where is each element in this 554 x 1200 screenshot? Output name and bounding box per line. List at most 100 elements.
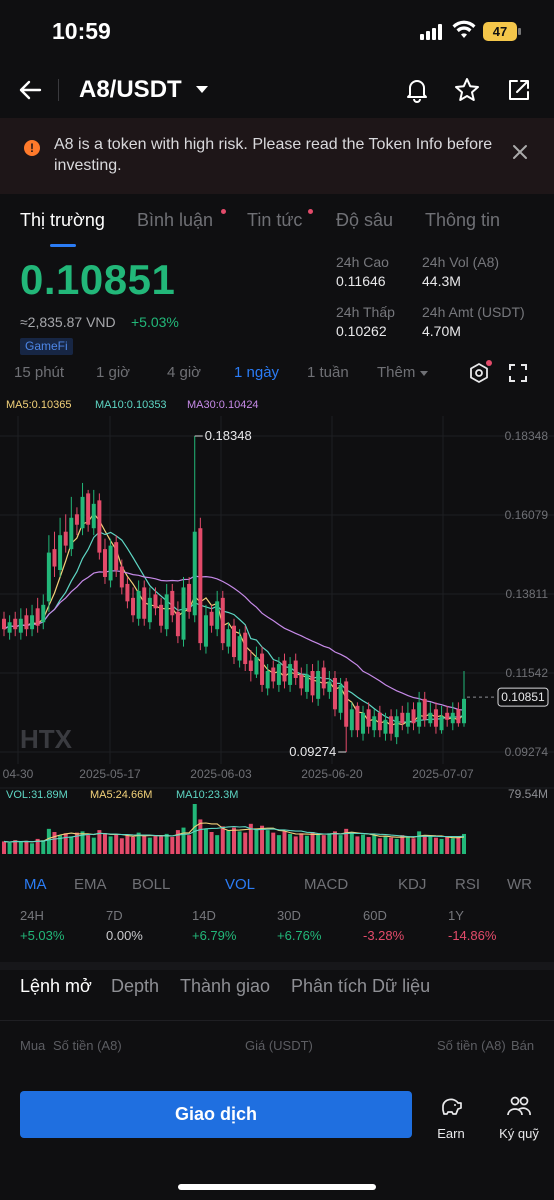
candle [377, 712, 382, 731]
ma10-legend: MA10:0.10353 [95, 399, 167, 411]
volume-bar [428, 836, 433, 854]
tab-comments[interactable]: Bình luận [137, 210, 214, 230]
volume-bar [288, 833, 293, 854]
candle [332, 677, 337, 710]
candle [445, 712, 450, 720]
candle [125, 583, 130, 602]
candle [7, 622, 12, 633]
chevron-down-icon[interactable] [420, 371, 428, 376]
volume-bar [74, 832, 79, 854]
indicator-rsi[interactable]: RSI [455, 876, 481, 893]
settings-icon[interactable] [468, 362, 490, 384]
fullscreen-icon[interactable] [508, 363, 528, 383]
col-amount-left: Số tiền (A8) [53, 1038, 122, 1053]
close-icon[interactable] [510, 142, 530, 162]
interval-15m[interactable]: 15 phút [14, 364, 65, 381]
candle [35, 608, 40, 626]
col-buy: Mua [20, 1038, 46, 1053]
ma10-line [3, 531, 465, 723]
home-indicator [178, 1184, 376, 1190]
notification-dot [486, 360, 492, 366]
y-tick-label: 0.18348 [505, 429, 549, 443]
volume-bar [119, 838, 124, 854]
earn-button[interactable]: Earn [429, 1094, 473, 1141]
candle [142, 587, 147, 619]
indicator-macd[interactable]: MACD [304, 876, 349, 893]
tab-depth-book[interactable]: Depth [111, 976, 160, 996]
candle [18, 618, 23, 633]
candle [338, 684, 343, 713]
status-bar: 10:59 47 [0, 0, 554, 62]
active-tab-indicator [50, 244, 76, 247]
candle [220, 597, 225, 644]
candle [433, 709, 438, 727]
candle [63, 531, 68, 546]
tab-trades[interactable]: Thành giao [180, 976, 271, 996]
candle [108, 545, 113, 581]
tab-market[interactable]: Thị trường [20, 210, 105, 230]
candle [355, 705, 360, 731]
interval-4h[interactable]: 4 giờ [167, 364, 202, 381]
vol-legend: VOL:31.89M [6, 789, 68, 801]
low-price-label: 0.09274 [289, 744, 336, 759]
indicator-vol[interactable]: VOL [225, 876, 256, 893]
volume-bar [450, 838, 455, 854]
stat-value-24h-low: 0.10262 [336, 323, 387, 339]
tab-news[interactable]: Tin tức [247, 210, 303, 230]
candle [389, 716, 394, 734]
perf-value: -14.86% [448, 928, 497, 943]
volume-bar [260, 825, 265, 854]
trade-button[interactable]: Giao dịch [20, 1091, 412, 1138]
candle [136, 590, 141, 619]
indicator-ema[interactable]: EMA [74, 876, 107, 893]
indicator-wr[interactable]: WR [507, 876, 532, 893]
candle [203, 615, 208, 647]
interval-more[interactable]: Thêm [377, 364, 416, 381]
tab-depth[interactable]: Độ sâu [336, 210, 394, 230]
back-arrow-icon[interactable] [16, 76, 44, 104]
copy-trading-button[interactable]: Ký quỹ [497, 1094, 541, 1141]
stat-value-24h-high: 0.11646 [336, 273, 386, 289]
candle [74, 514, 79, 525]
candle [170, 590, 175, 616]
risk-warning-banner: ! A8 is a token with high risk. Please r… [0, 118, 554, 194]
share-icon[interactable] [505, 76, 533, 104]
perf-value: +6.76% [277, 928, 322, 943]
orderbook-header: Mua Số tiền (A8) Giá (USDT) Số tiền (A8)… [0, 1038, 554, 1058]
category-tag[interactable]: GameFi [20, 338, 73, 355]
vol-ma5-legend: MA5:24.66M [90, 789, 152, 801]
users-icon [507, 1096, 531, 1116]
candle [293, 660, 298, 678]
interval-1w[interactable]: 1 tuần [307, 364, 349, 381]
bell-icon[interactable] [403, 76, 431, 104]
tab-open-orders[interactable]: Lệnh mở [20, 976, 92, 996]
y-tick-label: 0.11542 [506, 666, 549, 680]
earn-label: Earn [437, 1126, 465, 1141]
volume-bar [422, 835, 427, 854]
ma30-legend: MA30:0.10424 [187, 399, 259, 411]
indicator-kdj[interactable]: KDJ [398, 876, 427, 893]
stat-label-24h-vol: 24h Vol (A8) [422, 254, 500, 270]
volume-bars [2, 804, 466, 854]
interval-1d[interactable]: 1 ngày [234, 364, 280, 381]
candle [80, 496, 85, 529]
candle [46, 552, 51, 602]
tab-data-analysis[interactable]: Phân tích Dữ liệu [291, 976, 431, 996]
tab-info[interactable]: Thông tin [425, 210, 501, 230]
col-price: Giá (USDT) [245, 1038, 313, 1053]
perf-value: -3.28% [363, 928, 405, 943]
interval-1h[interactable]: 1 giờ [96, 364, 131, 381]
volume-bar [338, 835, 343, 854]
chevron-down-icon[interactable] [196, 86, 208, 93]
candle [237, 636, 242, 661]
perf-value: +6.79% [192, 928, 237, 943]
indicator-ma[interactable]: MA [24, 876, 47, 893]
star-icon[interactable] [453, 76, 481, 104]
volume-bar [282, 831, 287, 854]
candle [41, 604, 46, 623]
price-chart[interactable]: MA5:0.10365 MA10:0.10353 MA30:0.10424 0.… [0, 392, 554, 862]
volume-bar [198, 819, 203, 854]
indicator-boll[interactable]: BOLL [132, 876, 171, 893]
candle [248, 660, 253, 671]
pair-selector[interactable]: A8/USDT [79, 76, 182, 103]
